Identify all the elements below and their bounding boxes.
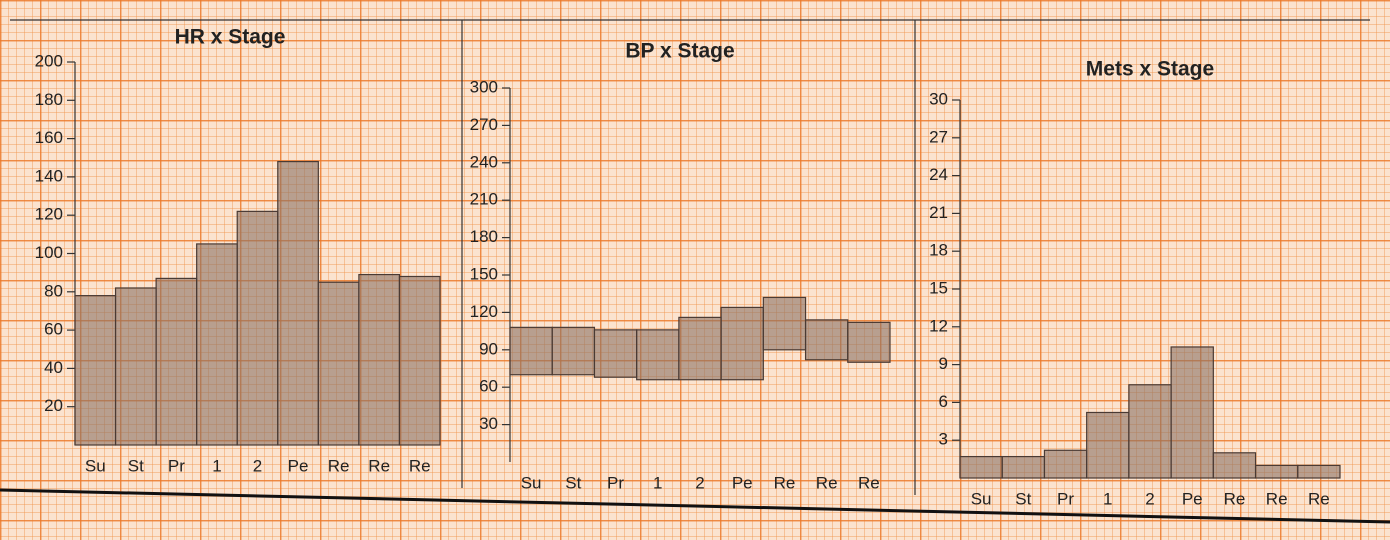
y-tick-label: 200 — [35, 51, 63, 70]
y-tick-label: 21 — [929, 203, 948, 222]
y-tick-label: 240 — [470, 152, 498, 171]
bar — [398, 275, 441, 446]
bar — [1001, 455, 1046, 479]
y-tick-label: 30 — [929, 89, 948, 108]
x-tick-label: Su — [521, 473, 542, 492]
x-tick-label: 1 — [212, 456, 221, 475]
x-tick-label: 2 — [253, 456, 262, 475]
x-tick-label: Re — [1308, 489, 1330, 508]
x-tick-label: Su — [85, 456, 106, 475]
y-tick-label: 270 — [470, 115, 498, 134]
y-tick-label: 60 — [479, 377, 498, 396]
y-tick-label: 180 — [35, 90, 63, 109]
x-tick-label: Re — [409, 456, 431, 475]
x-tick-label: Re — [1224, 489, 1246, 508]
range-bar — [847, 321, 891, 363]
bar — [358, 273, 401, 446]
x-tick-label: Re — [1266, 489, 1288, 508]
range-bar — [593, 329, 638, 378]
x-tick-label: Re — [774, 473, 796, 492]
y-tick-label: 150 — [470, 264, 498, 283]
bar — [1043, 449, 1088, 479]
x-tick-label: 2 — [695, 473, 704, 492]
y-tick-label: 120 — [470, 302, 498, 321]
x-tick-label: Pr — [168, 456, 185, 475]
bar — [1128, 384, 1172, 479]
y-tick-label: 20 — [44, 396, 63, 415]
x-tick-label: Pe — [732, 473, 753, 492]
x-tick-label: Pe — [1182, 489, 1203, 508]
x-tick-label: Re — [858, 473, 880, 492]
y-tick-label: 6 — [939, 392, 948, 411]
chart-title: Mets x Stage — [1086, 58, 1214, 81]
x-tick-label: St — [128, 456, 144, 475]
chart-title: HR x Stage — [175, 26, 286, 49]
range-bar — [804, 319, 849, 361]
y-tick-label: 100 — [35, 243, 63, 262]
x-tick-label: 2 — [1145, 489, 1154, 508]
x-tick-label: 1 — [653, 473, 662, 492]
y-tick-label: 180 — [470, 227, 498, 246]
x-tick-label: Su — [971, 489, 992, 508]
y-tick-label: 90 — [479, 339, 498, 358]
bar — [236, 210, 279, 446]
bar — [277, 160, 319, 446]
bar — [1297, 464, 1341, 479]
x-tick-label: Pe — [288, 456, 309, 475]
y-tick-label: 120 — [35, 205, 63, 224]
range-bar — [762, 296, 807, 351]
y-tick-label: 160 — [35, 128, 63, 147]
y-tick-label: 12 — [929, 316, 948, 335]
bar — [1254, 464, 1299, 479]
y-tick-label: 210 — [470, 190, 498, 209]
y-tick-label: 9 — [939, 354, 948, 373]
x-tick-label: Re — [328, 456, 350, 475]
y-tick-label: 24 — [929, 165, 948, 184]
range-bar — [678, 316, 722, 381]
x-tick-label: Pr — [607, 473, 624, 492]
bar — [959, 455, 1003, 479]
range-bar — [509, 326, 553, 376]
y-tick-label: 300 — [470, 77, 498, 96]
y-tick-label: 40 — [44, 358, 63, 377]
y-tick-label: 140 — [35, 166, 63, 185]
bar — [1170, 346, 1214, 479]
y-tick-label: 30 — [479, 414, 498, 433]
bar — [196, 243, 238, 446]
bar — [1212, 452, 1257, 479]
bar — [317, 281, 360, 446]
range-bar — [720, 306, 764, 381]
x-tick-label: Re — [368, 456, 390, 475]
x-tick-label: St — [1015, 489, 1031, 508]
x-tick-label: St — [565, 473, 581, 492]
y-tick-label: 60 — [44, 320, 63, 339]
chart-title: BP x Stage — [625, 40, 734, 63]
y-tick-label: 80 — [44, 281, 63, 300]
x-tick-label: 1 — [1103, 489, 1112, 508]
bar — [1086, 411, 1130, 479]
x-tick-label: Pr — [1057, 489, 1074, 508]
y-tick-label: 3 — [939, 430, 948, 449]
y-tick-label: 18 — [929, 241, 948, 260]
bar — [74, 295, 117, 446]
range-bar — [636, 329, 680, 381]
y-tick-label: 15 — [929, 278, 948, 297]
bar — [155, 277, 198, 446]
bar — [114, 287, 157, 446]
x-tick-label: Re — [816, 473, 838, 492]
paper-edge — [0, 488, 1390, 524]
y-tick-label: 27 — [929, 127, 948, 146]
range-bar — [551, 326, 596, 376]
